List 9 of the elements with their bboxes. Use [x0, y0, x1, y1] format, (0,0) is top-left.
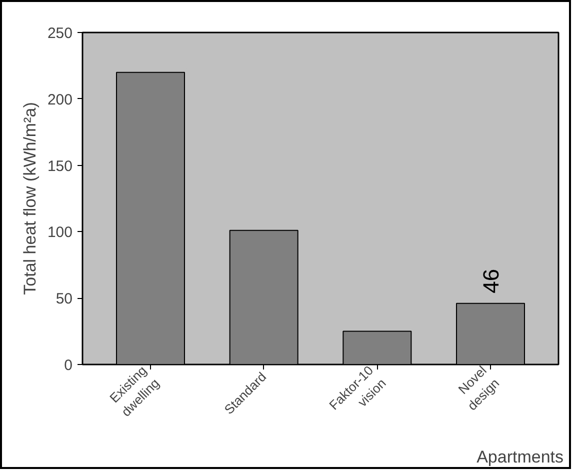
- y-tick-label: 250: [47, 25, 73, 42]
- data-label: 46: [478, 268, 504, 294]
- y-tick-label: 100: [47, 224, 73, 242]
- y-tick-label: 50: [56, 290, 73, 308]
- y-tick-label: 200: [47, 91, 73, 108]
- y-tick-label: 150: [47, 158, 73, 175]
- y-tick-label: 0: [64, 357, 72, 374]
- x-axis-title: Apartments: [476, 448, 564, 466]
- y-axis-title: Total heat flow (kWh/m²a): [20, 102, 40, 295]
